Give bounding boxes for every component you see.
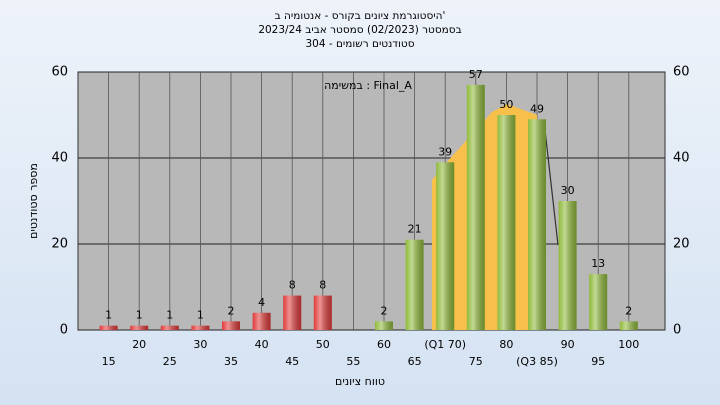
x-tick-label: (Q1 70) — [424, 338, 466, 351]
x-tick-label: (Q3 85) — [516, 355, 558, 368]
x-tick-label: 15 — [102, 355, 116, 368]
x-tick-label: 45 — [285, 355, 299, 368]
x-tick-label: 75 — [469, 355, 483, 368]
y-axis-label: מספר סטודנטים — [27, 163, 40, 239]
annotation: במשימה : Final_A — [324, 79, 412, 92]
bar-shine — [405, 239, 424, 330]
value-label: 4 — [258, 296, 265, 309]
bar-shine — [619, 321, 638, 330]
y-tick-label: 0 — [60, 323, 68, 338]
bar-shine — [99, 325, 118, 330]
y-tick-label: 20 — [51, 237, 68, 252]
value-label: 2 — [381, 304, 388, 317]
x-tick-label: 25 — [163, 355, 177, 368]
x-tick-label: 20 — [132, 338, 146, 351]
value-label: 21 — [408, 223, 422, 236]
bar-shine — [375, 321, 393, 330]
bar-shine — [130, 325, 149, 330]
bar-shine — [252, 312, 271, 330]
value-label: 1 — [105, 309, 112, 322]
bar-shine — [528, 119, 546, 330]
value-label: 39 — [438, 145, 452, 158]
y-tick-label: 40 — [51, 151, 68, 166]
x-tick-label: 80 — [499, 338, 513, 351]
value-label: 2 — [625, 304, 632, 317]
x-tick-label: 100 — [618, 338, 639, 351]
y-tick-label: 60 — [51, 65, 68, 80]
bar-shine — [313, 295, 332, 330]
title-line: סטודנטים רשומים - 304 — [305, 38, 414, 50]
title-line: היסטוגרמת ציונים בקורס - אנטומיה ב' — [275, 10, 446, 22]
x-tick-label: 35 — [224, 355, 238, 368]
value-label: 50 — [499, 98, 513, 111]
plot-area — [77, 71, 666, 331]
x-tick-label: 55 — [346, 355, 360, 368]
bar-shine — [191, 325, 210, 330]
bar-shine — [436, 162, 455, 330]
x-tick-label: 50 — [316, 338, 330, 351]
x-tick-label: 60 — [377, 338, 391, 351]
x-tick-label: 95 — [591, 355, 605, 368]
bar-shine — [497, 115, 516, 330]
y2-tick-label: 40 — [673, 151, 690, 166]
value-label: 49 — [530, 102, 544, 115]
value-label: 1 — [136, 309, 143, 322]
bar-shine — [558, 201, 577, 330]
value-label: 57 — [469, 68, 483, 81]
bar-shine — [160, 325, 179, 330]
y2-tick-label: 20 — [673, 237, 690, 252]
x-axis-label: טווח ציונים — [335, 375, 385, 388]
value-label: 8 — [319, 279, 326, 292]
y2-tick-label: 0 — [673, 323, 681, 338]
value-label: 8 — [289, 279, 296, 292]
title-line: בסמסטר (02/2023) סמסטר אביב 2023/24 — [258, 24, 461, 36]
value-label: 1 — [197, 309, 204, 322]
x-tick-label: 40 — [255, 338, 269, 351]
x-tick-label: 65 — [408, 355, 422, 368]
value-label: 13 — [591, 257, 605, 270]
bar-shine — [222, 321, 240, 330]
y2-tick-label: 60 — [673, 65, 690, 80]
bar-shine — [283, 295, 302, 330]
bar-shine — [466, 84, 485, 331]
x-tick-label: 30 — [193, 338, 207, 351]
value-label: 2 — [228, 304, 235, 317]
value-label: 30 — [561, 184, 575, 197]
bar-shine — [589, 274, 608, 330]
value-label: 1 — [166, 309, 173, 322]
decor-line — [544, 129, 559, 246]
x-tick-label: 90 — [561, 338, 575, 351]
